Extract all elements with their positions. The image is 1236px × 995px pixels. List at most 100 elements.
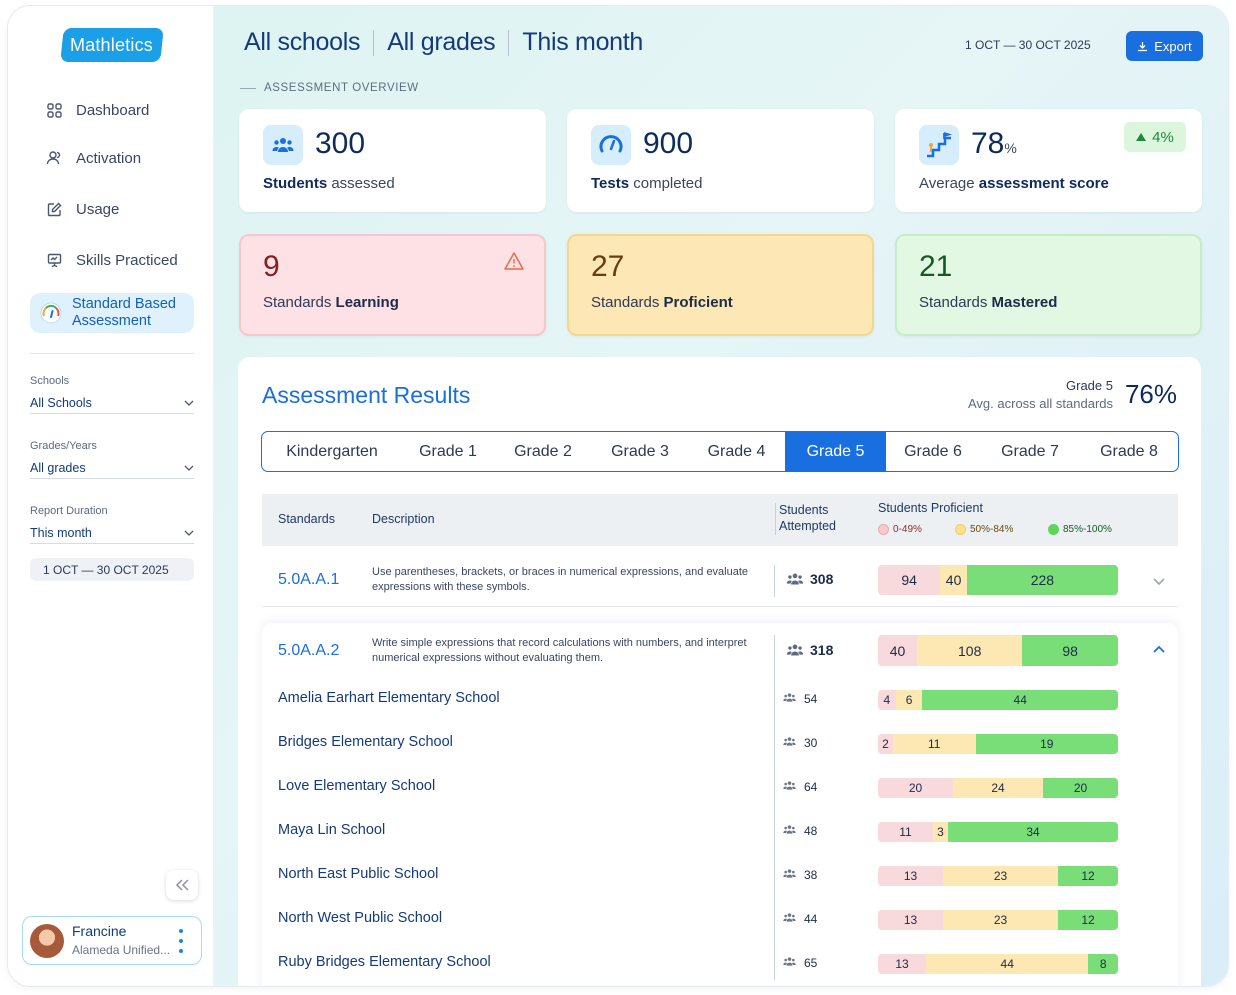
nav-activation[interactable]: Activation xyxy=(30,140,194,176)
score-label: Average assessment score xyxy=(919,175,1109,192)
school-proficiency-bar: 11 3 34 xyxy=(878,822,1118,842)
schools-select[interactable]: All Schools xyxy=(30,392,194,414)
crumb-grades[interactable]: All grades xyxy=(387,28,496,56)
school-name[interactable]: North West Public School xyxy=(278,910,443,926)
group-icon xyxy=(783,956,796,970)
user-card[interactable]: Francine Alameda Unified... xyxy=(22,916,202,965)
standard-code[interactable]: 5.0A.A.1 xyxy=(278,571,340,588)
table-row[interactable]: 5.0A.A.1 Use parentheses, brackets, or b… xyxy=(262,547,1178,607)
chevron-down-icon xyxy=(184,400,194,406)
school-row[interactable]: Love Elementary School 64 20 24 20 xyxy=(262,778,1178,798)
students-value: 300 xyxy=(315,127,366,160)
school-name[interactable]: Bridges Elementary School xyxy=(278,734,453,750)
standards-mastered-card: 21 Standards Mastered xyxy=(895,234,1202,336)
nav-usage[interactable]: Usage xyxy=(30,191,194,227)
double-chevron-left-icon xyxy=(175,879,189,891)
school-row[interactable]: North West Public School 44 13 23 12 xyxy=(262,910,1178,930)
proficient-label: Standards Proficient xyxy=(591,294,733,311)
crumb-duration[interactable]: This month xyxy=(522,28,644,56)
chevron-up-icon[interactable] xyxy=(1152,643,1166,657)
school-attempted: 48 xyxy=(783,824,817,838)
avg-grade-label: Grade 5 xyxy=(1066,378,1113,393)
group-icon xyxy=(783,912,796,926)
triangle-up-icon xyxy=(1136,133,1147,141)
header-proficient: Students Proficient xyxy=(878,501,983,515)
tab-grade-2[interactable]: Grade 2 xyxy=(514,442,572,460)
standard-code[interactable]: 5.0A.A.2 xyxy=(278,642,340,659)
school-attempted: 54 xyxy=(783,692,817,706)
duration-select[interactable]: This month xyxy=(30,522,194,544)
user-org: Alameda Unified... xyxy=(72,943,171,957)
nav-dashboard[interactable]: Dashboard xyxy=(30,92,194,128)
school-name[interactable]: Ruby Bridges Elementary School xyxy=(278,954,491,970)
header-attempted-line2: Attempted xyxy=(779,519,836,533)
score-card: 78% Average assessment score 4% xyxy=(895,109,1202,212)
crumb-separator xyxy=(508,29,510,56)
logo-text: Mathletics xyxy=(70,34,154,55)
export-button[interactable]: Export xyxy=(1126,31,1203,61)
tab-kindergarten[interactable]: Kindergarten xyxy=(286,442,378,460)
school-row[interactable]: Bridges Elementary School 30 2 11 19 xyxy=(262,734,1178,754)
school-name[interactable]: Maya Lin School xyxy=(278,822,386,838)
learning-value: 9 xyxy=(263,250,280,283)
grades-select[interactable]: All grades xyxy=(30,457,194,479)
tab-grade-1[interactable]: Grade 1 xyxy=(419,442,477,460)
school-row[interactable]: Amelia Earhart Elementary School 54 4 6 44 xyxy=(262,690,1178,710)
duration-filter-label: Report Duration xyxy=(30,505,108,517)
legend-mid: 50%-84% xyxy=(955,524,1013,535)
proficient-value: 27 xyxy=(591,250,625,283)
date-range-chip[interactable]: 1 OCT — 30 OCT 2025 xyxy=(30,558,194,581)
school-attempted: 64 xyxy=(783,780,817,794)
chevron-down-icon[interactable] xyxy=(1152,574,1166,588)
expanded-standard: 5.0A.A.2 Write simple expressions that r… xyxy=(262,623,1178,986)
tab-grade-8[interactable]: Grade 8 xyxy=(1100,442,1158,460)
school-name[interactable]: Amelia Earhart Elementary School xyxy=(278,690,500,706)
avatar xyxy=(30,924,64,958)
grades-filter-label: Grades/Years xyxy=(30,440,97,452)
avg-value: 76% xyxy=(1124,379,1177,409)
bar-segment-mid: 23 xyxy=(943,866,1058,886)
bar-segment-low: 13 xyxy=(878,910,943,930)
tab-grade-4[interactable]: Grade 4 xyxy=(707,442,766,460)
warning-icon xyxy=(504,252,524,270)
school-row[interactable]: North East Public School 38 13 23 12 xyxy=(262,866,1178,886)
school-attempted: 65 xyxy=(783,956,817,970)
standards-proficient-card: 27 Standards Proficient xyxy=(567,234,874,336)
school-proficiency-bar: 13 23 12 xyxy=(878,866,1118,886)
breadcrumb: All schools All grades This month xyxy=(244,28,643,57)
group-icon xyxy=(783,824,796,838)
chevron-down-icon xyxy=(184,530,194,536)
standards-learning-card: 9 Standards Learning xyxy=(239,234,546,336)
score-value: 78% xyxy=(971,127,1017,160)
group-icon xyxy=(783,780,796,794)
score-delta-badge: 4% xyxy=(1124,122,1186,152)
group-icon xyxy=(786,573,804,585)
header-separator xyxy=(775,503,776,535)
score-delta: 4% xyxy=(1152,128,1174,146)
school-name[interactable]: Love Elementary School xyxy=(278,778,436,794)
header-attempted-line1: Students xyxy=(779,503,829,517)
school-attempted-value: 38 xyxy=(804,868,818,882)
nav-skills-practiced[interactable]: Skills Practiced xyxy=(30,242,194,278)
crumb-schools[interactable]: All schools xyxy=(244,28,361,56)
mathletics-logo[interactable]: Mathletics xyxy=(60,28,164,62)
school-attempted-value: 64 xyxy=(804,780,818,794)
bar-segment-high: 44 xyxy=(922,690,1118,710)
collapse-sidebar-button[interactable] xyxy=(166,870,198,900)
users-icon xyxy=(46,150,62,166)
school-name[interactable]: North East Public School xyxy=(278,866,439,882)
school-attempted: 38 xyxy=(783,868,817,882)
more-options-icon[interactable] xyxy=(178,929,184,953)
tab-grade-7[interactable]: Grade 7 xyxy=(1001,442,1059,460)
table-header: Standards Description Students Attempted… xyxy=(262,494,1178,546)
presentation-icon xyxy=(46,252,62,268)
tab-grade-6[interactable]: Grade 6 xyxy=(904,442,962,460)
gauge-icon xyxy=(40,302,62,324)
legend-mid-dot xyxy=(955,524,966,535)
school-row[interactable]: Maya Lin School 48 11 3 34 xyxy=(262,822,1178,842)
school-row[interactable]: Ruby Bridges Elementary School 65 13 44 8 xyxy=(262,954,1178,974)
tab-grade-3[interactable]: Grade 3 xyxy=(611,442,669,460)
nav-standard-based-assessment[interactable]: Standard Based Assessment xyxy=(30,293,194,333)
tab-grade-5[interactable]: Grade 5 xyxy=(785,432,886,471)
app-window: Mathletics Dashboard Activation Usage Sk… xyxy=(8,6,1228,986)
